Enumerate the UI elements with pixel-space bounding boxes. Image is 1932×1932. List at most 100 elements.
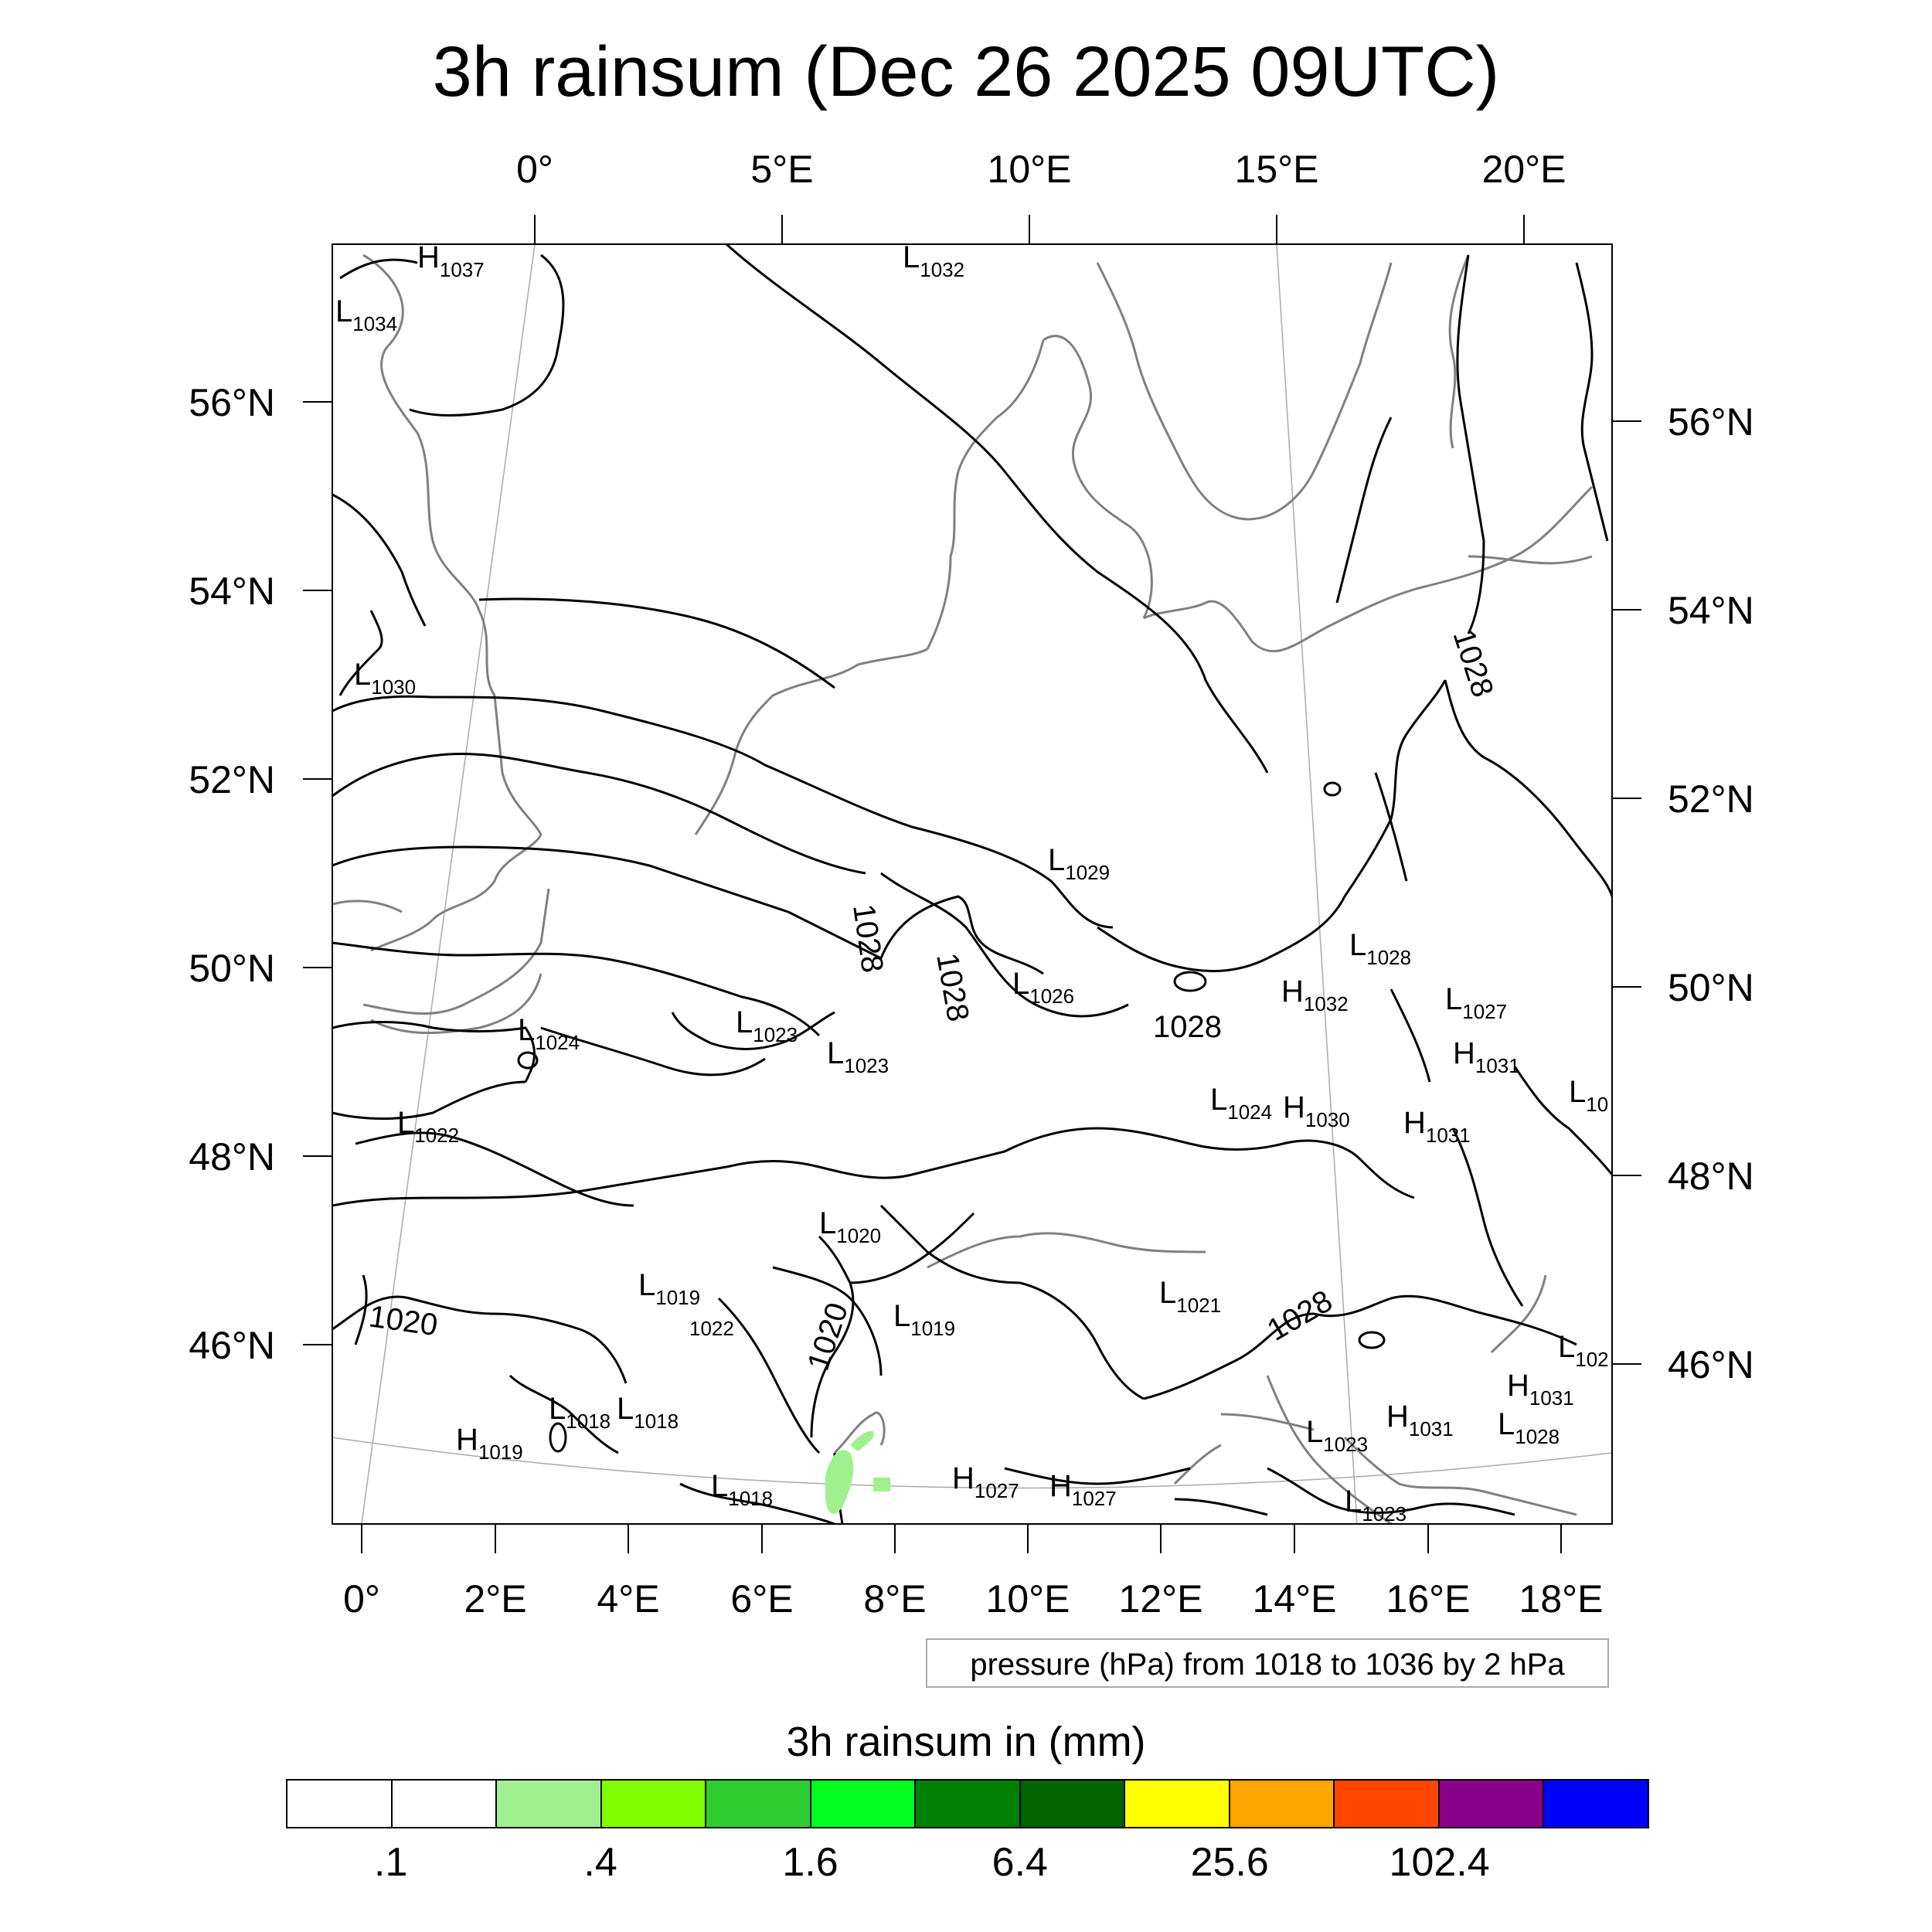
right-lat-label: 52°N bbox=[1668, 777, 1754, 821]
map-frame bbox=[332, 243, 1613, 1525]
colorbar bbox=[286, 1779, 1649, 1828]
pressure-center: L1020 bbox=[819, 1206, 881, 1247]
pressure-center: H1030 bbox=[1283, 1090, 1350, 1131]
left-lat-label: 54°N bbox=[189, 570, 275, 613]
pressure-center: L1018 bbox=[549, 1392, 611, 1433]
map-title: 3h rainsum (Dec 26 2025 09UTC) bbox=[432, 32, 1500, 111]
pressure-center: L1027 bbox=[1445, 982, 1507, 1023]
right-lat-label: 46°N bbox=[1668, 1343, 1754, 1386]
pressure-center: L1019 bbox=[893, 1299, 955, 1340]
top-lon-label: 0° bbox=[516, 148, 553, 191]
pressure-center: H1027 bbox=[1049, 1469, 1117, 1510]
contour-labels: 1028 1028 1028 1028 1028 1020 1020 bbox=[367, 625, 1500, 1375]
pressure-center: H1031 bbox=[1507, 1369, 1574, 1410]
pressure-center: L1022 bbox=[397, 1106, 459, 1147]
bottom-lon-label: 6°E bbox=[730, 1577, 793, 1621]
top-lon-label: 5°E bbox=[750, 148, 813, 191]
pressure-center: L1024 bbox=[1210, 1083, 1272, 1124]
pressure-center: L10 bbox=[1569, 1075, 1608, 1116]
right-lat-label: 50°N bbox=[1668, 966, 1754, 1009]
right-lat-label: 56°N bbox=[1668, 400, 1754, 444]
pressure-center: H1019 bbox=[456, 1423, 523, 1464]
colorbar-box bbox=[1439, 1781, 1545, 1827]
bottom-lon-label: 18°E bbox=[1519, 1577, 1604, 1621]
pressure-center: H1032 bbox=[1281, 975, 1349, 1015]
colorbar-box bbox=[392, 1781, 498, 1827]
pressure-center: L1032 bbox=[903, 240, 964, 281]
top-lon-label: 20°E bbox=[1482, 148, 1566, 191]
colorbar-label: 102.4 bbox=[1389, 1840, 1490, 1885]
colorbar-label: 1.6 bbox=[782, 1840, 838, 1885]
colorbar-label: 25.6 bbox=[1190, 1840, 1269, 1885]
colorbar-box bbox=[811, 1781, 917, 1827]
pressure-center: L1028 bbox=[1349, 928, 1411, 969]
colorbar-label: .1 bbox=[374, 1840, 408, 1885]
left-lat-labels: 56°N 54°N 52°N 50°N 48°N 46°N bbox=[189, 381, 275, 1367]
contour-label: 1028 bbox=[1153, 1010, 1222, 1044]
axis-ticks bbox=[303, 215, 1641, 1553]
pressure-center: L1023 bbox=[827, 1036, 889, 1077]
colorbar-labels: .1 .4 1.6 6.4 25.6 102.4 bbox=[286, 1839, 1649, 1893]
pressure-center: H1037 bbox=[417, 240, 485, 281]
pressure-center: L1019 bbox=[638, 1268, 700, 1309]
left-lat-label: 46°N bbox=[189, 1324, 275, 1367]
bottom-lon-label: 16°E bbox=[1386, 1577, 1471, 1621]
top-lon-label: 15°E bbox=[1235, 148, 1319, 191]
pressure-center: L1023 bbox=[736, 1005, 798, 1046]
left-lat-label: 50°N bbox=[189, 947, 275, 990]
bottom-lon-label: 4°E bbox=[597, 1577, 659, 1621]
left-lat-label: 48°N bbox=[189, 1135, 275, 1179]
colorbar-box bbox=[916, 1781, 1021, 1827]
pressure-center: H1027 bbox=[952, 1461, 1019, 1502]
colorbar-box bbox=[497, 1781, 602, 1827]
colorbar-title: 3h rainsum in (mm) bbox=[786, 1719, 1146, 1765]
graticule bbox=[332, 244, 1612, 1524]
top-lon-labels: 0° 5°E 10°E 15°E 20°E bbox=[516, 148, 1566, 191]
left-lat-label: 56°N bbox=[189, 381, 275, 424]
colorbar-box bbox=[1230, 1781, 1335, 1827]
colorbar-box bbox=[1335, 1781, 1440, 1827]
bottom-lon-label: 10°E bbox=[986, 1577, 1070, 1621]
rain-patches bbox=[825, 1430, 890, 1514]
pressure-center: L1023 bbox=[1345, 1485, 1406, 1526]
bottom-lon-label: 14°E bbox=[1253, 1577, 1337, 1621]
pressure-center: L1018 bbox=[711, 1469, 773, 1510]
pressure-center: H1031 bbox=[1453, 1036, 1520, 1077]
pressure-center: L1029 bbox=[1048, 843, 1110, 884]
bottom-lon-labels: 0° 2°E 4°E 6°E 8°E 10°E 12°E 14°E 16°E 1… bbox=[343, 1577, 1603, 1621]
colorbar-box bbox=[287, 1781, 393, 1827]
pressure-info-box: pressure (hPa) from 1018 to 1036 by 2 hP… bbox=[926, 1638, 1609, 1688]
bottom-lon-label: 2°E bbox=[464, 1577, 526, 1621]
pressure-center: L1030 bbox=[354, 658, 416, 699]
colorbar-box bbox=[601, 1781, 707, 1827]
pressure-center: L1021 bbox=[1159, 1276, 1221, 1317]
pressure-center: H1031 bbox=[1386, 1400, 1454, 1440]
left-lat-label: 52°N bbox=[189, 758, 275, 801]
map-plot-area bbox=[332, 244, 1612, 1524]
colorbar-label: 6.4 bbox=[992, 1840, 1048, 1885]
pressure-center: L1026 bbox=[1012, 967, 1074, 1008]
bottom-lon-label: 12°E bbox=[1119, 1577, 1203, 1621]
pressure-center: L1024 bbox=[518, 1013, 580, 1054]
right-lat-label: 48°N bbox=[1668, 1155, 1754, 1198]
bottom-lon-label: 0° bbox=[343, 1577, 380, 1621]
colorbar-box bbox=[1544, 1781, 1648, 1827]
bottom-lon-label: 8°E bbox=[863, 1577, 926, 1621]
colorbar-box bbox=[1125, 1781, 1230, 1827]
pressure-center: L1023 bbox=[1306, 1415, 1368, 1456]
pressure-center: L1034 bbox=[335, 294, 397, 335]
top-lon-label: 10°E bbox=[988, 148, 1072, 191]
isobars bbox=[332, 244, 1612, 1524]
pressure-center: L1028 bbox=[1498, 1407, 1560, 1448]
pressure-center: L102 bbox=[1558, 1330, 1609, 1371]
colorbar-box bbox=[1020, 1781, 1126, 1827]
right-lat-labels: 56°N 54°N 52°N 50°N 48°N 46°N bbox=[1668, 400, 1754, 1386]
right-lat-label: 54°N bbox=[1668, 589, 1754, 632]
pressure-center: L1018 bbox=[617, 1392, 679, 1433]
coastlines bbox=[332, 253, 1594, 1524]
colorbar-label: .4 bbox=[583, 1840, 617, 1885]
colorbar-box bbox=[706, 1781, 811, 1827]
pressure-center: 1022 bbox=[689, 1317, 734, 1340]
pressure-centers: H1037 L1034 L1032 L1030 L1029 L1028 H103… bbox=[335, 240, 1609, 1526]
